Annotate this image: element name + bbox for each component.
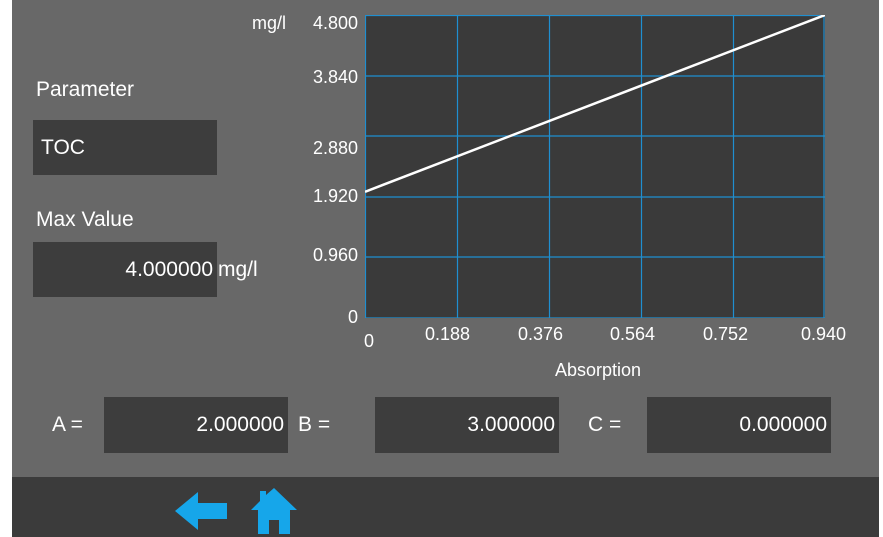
home-icon bbox=[251, 488, 297, 534]
x-tick-label: 0.564 bbox=[610, 324, 656, 344]
coefficient-c-label: C = bbox=[588, 413, 622, 436]
chart-plot bbox=[365, 15, 825, 318]
footer-bar bbox=[12, 477, 879, 537]
plot-background bbox=[365, 15, 825, 318]
max-value-field[interactable]: 4.000000 bbox=[33, 242, 217, 297]
y-tick-label: 0 bbox=[347, 307, 358, 327]
y-tick-label: 2.880 bbox=[312, 138, 358, 158]
max-value-label: Max Value bbox=[36, 208, 134, 231]
x-tick-label: 0 bbox=[364, 331, 375, 351]
coefficient-b-label: B = bbox=[298, 413, 331, 436]
y-tick-label: 1.920 bbox=[312, 186, 358, 206]
coefficient-a-field[interactable]: 2.000000 bbox=[104, 397, 288, 453]
coefficient-c-field[interactable]: 0.000000 bbox=[647, 397, 831, 453]
x-tick-label: 0.752 bbox=[703, 324, 749, 344]
x-axis-label: Absorption bbox=[555, 360, 642, 380]
parameter-field[interactable]: TOC bbox=[33, 120, 217, 175]
y-tick-label: 4.800 bbox=[312, 13, 358, 33]
coefficient-a-label: A = bbox=[52, 413, 83, 436]
coefficient-b-field[interactable]: 3.000000 bbox=[375, 397, 559, 453]
calibration-screen: Parameter TOC Max Value 4.000000 mg/l mg… bbox=[12, 0, 879, 537]
y-axis-unit: mg/l bbox=[252, 13, 287, 33]
y-tick-label: 0.960 bbox=[312, 245, 358, 265]
max-value-unit: mg/l bbox=[218, 258, 258, 281]
arrow-left-icon bbox=[175, 492, 227, 530]
back-button[interactable] bbox=[173, 490, 229, 532]
x-tick-label: 0.188 bbox=[425, 324, 471, 344]
grid-lines bbox=[365, 15, 825, 318]
y-tick-label: 3.840 bbox=[312, 67, 358, 87]
x-tick-label: 0.376 bbox=[518, 324, 564, 344]
home-button[interactable] bbox=[249, 486, 299, 536]
calibration-curve bbox=[365, 15, 825, 193]
parameter-label: Parameter bbox=[36, 78, 135, 101]
x-tick-label: 0.940 bbox=[801, 324, 847, 344]
